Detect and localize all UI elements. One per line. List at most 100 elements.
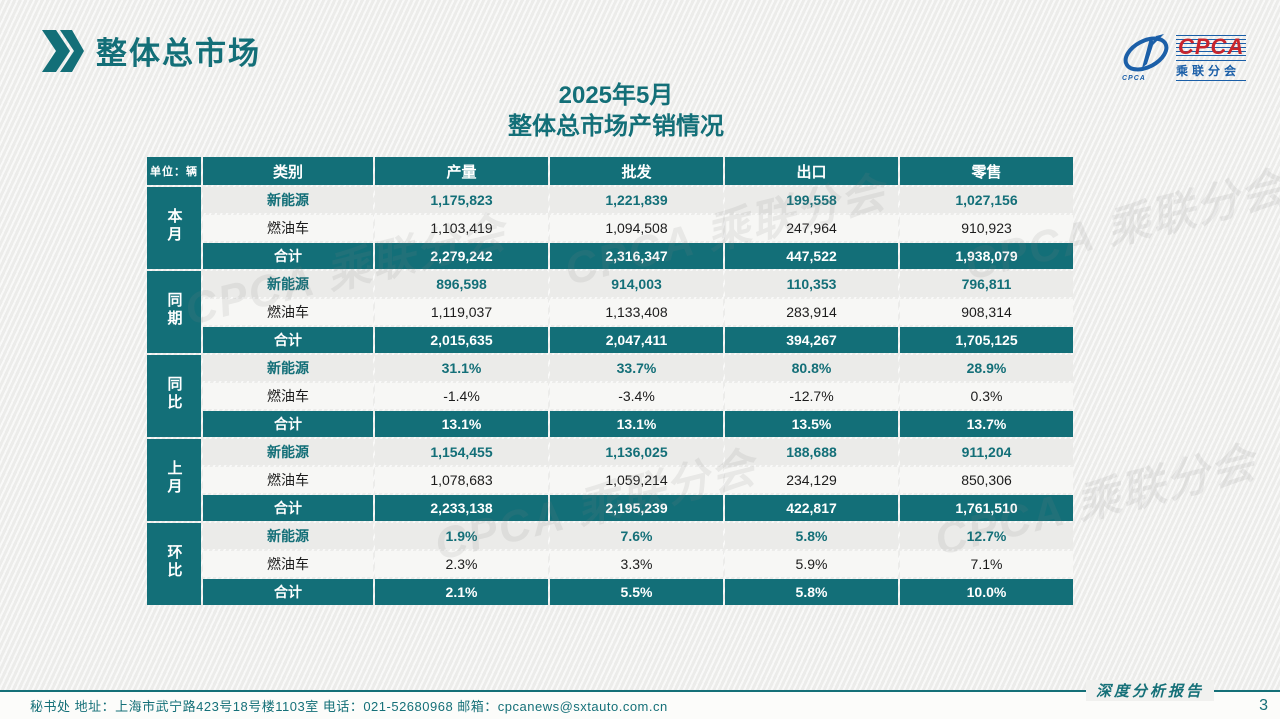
value-cell: 910,923 [900, 215, 1073, 241]
table-row: 燃油车 1,103,419 1,094,508 247,964 910,923 [147, 215, 1073, 241]
table-row: 燃油车 1,119,037 1,133,408 283,914 908,314 [147, 299, 1073, 325]
page-title: 整体总市场 [96, 36, 261, 71]
table-row: 燃油车 2.3% 3.3% 5.9% 7.1% [147, 551, 1073, 577]
value-cell: 914,003 [550, 271, 723, 297]
value-cell: 283,914 [725, 299, 898, 325]
value-cell: 5.9% [725, 551, 898, 577]
value-cell: 188,688 [725, 439, 898, 465]
category-cell: 合计 [203, 327, 373, 353]
table-row: 合计 13.1% 13.1% 13.5% 13.7% [147, 411, 1073, 437]
table-row: 环比 新能源 1.9% 7.6% 5.8% 12.7% [147, 523, 1073, 605]
market-data-table: 单位：辆 类别 产量 批发 出口 零售 本月 新能源 1,175,823 1,221,… [145, 155, 1075, 607]
value-cell: 896,598 [375, 271, 548, 297]
double-chevron-icon [42, 29, 84, 72]
value-cell: 0.3% [900, 383, 1073, 409]
table-title: 2025年5月 整体总市场产销情况 [145, 80, 1087, 142]
value-cell: 1,119,037 [375, 299, 548, 325]
category-cell: 合计 [203, 243, 373, 269]
value-cell: 1,078,683 [375, 467, 548, 493]
column-header-production: 产量 [375, 157, 548, 185]
value-cell: 422,817 [725, 495, 898, 521]
cpca-logo-swoosh-icon: CPCA [1120, 34, 1172, 82]
page-number: 3 [1259, 697, 1268, 714]
category-cell: 新能源 [203, 523, 373, 549]
value-cell: 3.3% [550, 551, 723, 577]
cpca-logo: CPCA CPCA 乘联分会 [1120, 34, 1252, 82]
cpca-logo-main-text: CPCA [1176, 34, 1247, 59]
category-cell: 燃油车 [203, 551, 373, 577]
value-cell: 1.9% [375, 523, 548, 549]
row-group-label: 同比 [147, 355, 201, 437]
value-cell: 2,279,242 [375, 243, 548, 269]
value-cell: 80.8% [725, 355, 898, 381]
category-cell: 新能源 [203, 439, 373, 465]
value-cell: 1,136,025 [550, 439, 723, 465]
value-cell: 2,047,411 [550, 327, 723, 353]
cpca-logo-sub-text: 乘联分会 [1176, 60, 1247, 81]
value-cell: 2.1% [375, 579, 548, 605]
value-cell: 13.5% [725, 411, 898, 437]
category-cell: 合计 [203, 411, 373, 437]
value-cell: 28.9% [900, 355, 1073, 381]
cpca-logo-caption: CPCA [1122, 75, 1146, 82]
value-cell: 1,059,214 [550, 467, 723, 493]
value-cell: 911,204 [900, 439, 1073, 465]
value-cell: 33.7% [550, 355, 723, 381]
value-cell: 850,306 [900, 467, 1073, 493]
value-cell: 2,233,138 [375, 495, 548, 521]
category-cell: 合计 [203, 579, 373, 605]
table-row: 上月 新能源 1,154,455 1,136,025 188,688 911,204 [147, 439, 1073, 521]
value-cell: 2,316,347 [550, 243, 723, 269]
value-cell: 13.1% [550, 411, 723, 437]
value-cell: 234,129 [725, 467, 898, 493]
value-cell: 2,195,239 [550, 495, 723, 521]
category-cell: 新能源 [203, 271, 373, 297]
value-cell: 247,964 [725, 215, 898, 241]
value-cell: 1,103,419 [375, 215, 548, 241]
value-cell: 1,761,510 [900, 495, 1073, 521]
value-cell: 7.1% [900, 551, 1073, 577]
table-row: 同期 新能源 896,598 914,003 110,353 796,811 [147, 271, 1073, 353]
value-cell: 7.6% [550, 523, 723, 549]
value-cell: 2.3% [375, 551, 548, 577]
value-cell: 1,154,455 [375, 439, 548, 465]
column-header-wholesale: 批发 [550, 157, 723, 185]
value-cell: 110,353 [725, 271, 898, 297]
table-row: 燃油车 -1.4% -3.4% -12.7% 0.3% [147, 383, 1073, 409]
value-cell: 5.8% [725, 579, 898, 605]
value-cell: 1,133,408 [550, 299, 723, 325]
value-cell: 2,015,635 [375, 327, 548, 353]
column-header-export: 出口 [725, 157, 898, 185]
value-cell: 10.0% [900, 579, 1073, 605]
table-row: 合计 2,233,138 2,195,239 422,817 1,761,510 [147, 495, 1073, 521]
value-cell: 447,522 [725, 243, 898, 269]
value-cell: 13.7% [900, 411, 1073, 437]
category-cell: 燃油车 [203, 467, 373, 493]
value-cell: 31.1% [375, 355, 548, 381]
table-row: 合计 2,015,635 2,047,411 394,267 1,705,125 [147, 327, 1073, 353]
value-cell: -12.7% [725, 383, 898, 409]
table-header-row: 单位：辆 类别 产量 批发 出口 零售 [147, 157, 1073, 185]
value-cell: 13.1% [375, 411, 548, 437]
report-type-label: 深度分析报告 [1086, 680, 1215, 701]
page-title-block: 整体总市场 [34, 28, 261, 73]
value-cell: 908,314 [900, 299, 1073, 325]
row-group-label: 环比 [147, 523, 201, 605]
value-cell: 199,558 [725, 187, 898, 213]
value-cell: 12.7% [900, 523, 1073, 549]
value-cell: 1,221,839 [550, 187, 723, 213]
row-group-label: 同期 [147, 271, 201, 353]
value-cell: 1,175,823 [375, 187, 548, 213]
value-cell: -3.4% [550, 383, 723, 409]
value-cell: 1,938,079 [900, 243, 1073, 269]
row-group-label: 上月 [147, 439, 201, 521]
table-title-line2: 整体总市场产销情况 [508, 113, 724, 140]
value-cell: 1,094,508 [550, 215, 723, 241]
category-cell: 合计 [203, 495, 373, 521]
column-header-category: 类别 [203, 157, 373, 185]
category-cell: 新能源 [203, 187, 373, 213]
value-cell: 1,705,125 [900, 327, 1073, 353]
category-cell: 燃油车 [203, 383, 373, 409]
value-cell: 796,811 [900, 271, 1073, 297]
